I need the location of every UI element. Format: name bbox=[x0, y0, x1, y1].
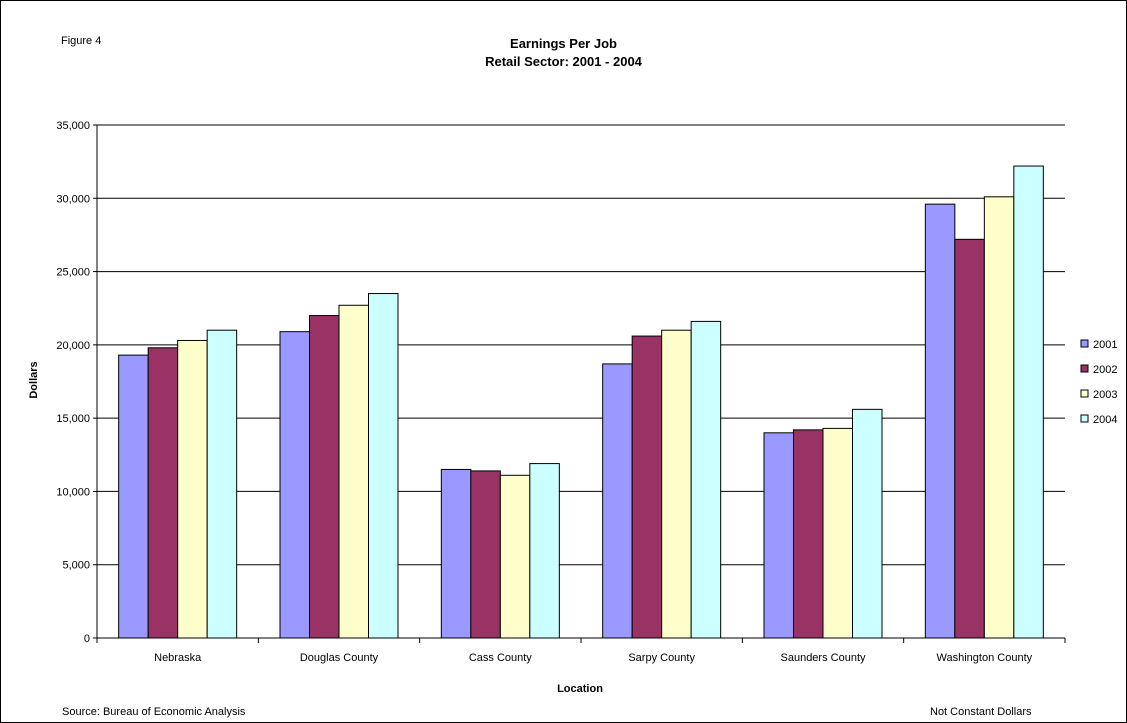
legend-label-2004: 2004 bbox=[1093, 414, 1117, 426]
bar-2004-5 bbox=[1013, 165, 1044, 639]
bar-2003-3 bbox=[661, 329, 692, 639]
figure-label: Figure 4 bbox=[61, 35, 102, 47]
bar-2004-2 bbox=[529, 463, 560, 639]
legend-swatch-2003 bbox=[1080, 389, 1089, 398]
legend-label-2001: 2001 bbox=[1093, 339, 1117, 351]
y-tick-label: 30,000 bbox=[56, 193, 90, 205]
bar-2002-1 bbox=[309, 315, 340, 639]
bar-2003-4 bbox=[822, 427, 853, 639]
chart-subtitle: Retail Sector: 2001 - 2004 bbox=[485, 54, 642, 69]
bar-2002-4 bbox=[793, 429, 824, 639]
y-tick-label: 5,000 bbox=[62, 560, 90, 572]
chart-title-block: Earnings Per Job Retail Sector: 2001 - 2… bbox=[0, 35, 1127, 71]
x-axis-label: Location bbox=[557, 683, 603, 695]
legend-swatch-2004 bbox=[1080, 414, 1089, 423]
bar-2001-5 bbox=[924, 203, 956, 639]
y-tick-label: 0 bbox=[84, 633, 90, 645]
bar-2004-3 bbox=[690, 320, 722, 639]
y-tick-label: 25,000 bbox=[56, 267, 90, 279]
x-tick-label: Douglas County bbox=[300, 652, 379, 664]
legend-swatch-2002 bbox=[1080, 364, 1089, 373]
legend-label-2003: 2003 bbox=[1093, 389, 1117, 401]
bar-2003-1 bbox=[338, 304, 369, 639]
x-tick-label: Nebraska bbox=[154, 652, 202, 664]
chart-title: Earnings Per Job bbox=[510, 36, 617, 51]
bar-2001-4 bbox=[763, 432, 794, 639]
bar-2002-3 bbox=[631, 335, 663, 639]
bar-2003-0 bbox=[177, 339, 208, 639]
bar-2001-0 bbox=[118, 354, 149, 639]
bar-2003-2 bbox=[499, 474, 531, 639]
y-axis-label: Dollars bbox=[28, 361, 40, 398]
y-tick-label: 20,000 bbox=[56, 340, 90, 352]
gridlines bbox=[97, 124, 1065, 566]
bar-2004-1 bbox=[368, 293, 399, 639]
bars bbox=[118, 165, 1044, 639]
bar-2002-2 bbox=[470, 470, 501, 639]
source-note: Source: Bureau of Economic Analysis bbox=[62, 706, 246, 718]
bar-2002-5 bbox=[954, 238, 985, 639]
bar-2002-0 bbox=[147, 347, 179, 639]
x-tick-label: Washington County bbox=[937, 652, 1033, 664]
y-tick-label: 35,000 bbox=[56, 120, 90, 132]
axes: 0 5,000 10,000 15,000 20,000 25,000 30,000 35,0… bbox=[56, 120, 1066, 664]
legend: 2001 2002 2003 2004 bbox=[1080, 339, 1117, 426]
bar-2003-5 bbox=[983, 196, 1015, 639]
constant-dollars-note: Not Constant Dollars bbox=[930, 706, 1032, 718]
bar-2001-1 bbox=[279, 331, 310, 639]
bar-2001-3 bbox=[602, 363, 633, 639]
bar-2004-0 bbox=[206, 329, 238, 639]
legend-label-2002: 2002 bbox=[1093, 364, 1117, 376]
y-tick-label: 10,000 bbox=[56, 486, 90, 498]
y-tick-label: 15,000 bbox=[56, 413, 90, 425]
x-tick-label: Sarpy County bbox=[628, 652, 695, 664]
x-tick-label: Cass County bbox=[469, 652, 532, 664]
bar-2001-2 bbox=[440, 468, 472, 639]
bar-2004-4 bbox=[852, 408, 883, 639]
legend-swatch-2001 bbox=[1080, 339, 1089, 348]
x-tick-label: Saunders County bbox=[781, 652, 866, 664]
